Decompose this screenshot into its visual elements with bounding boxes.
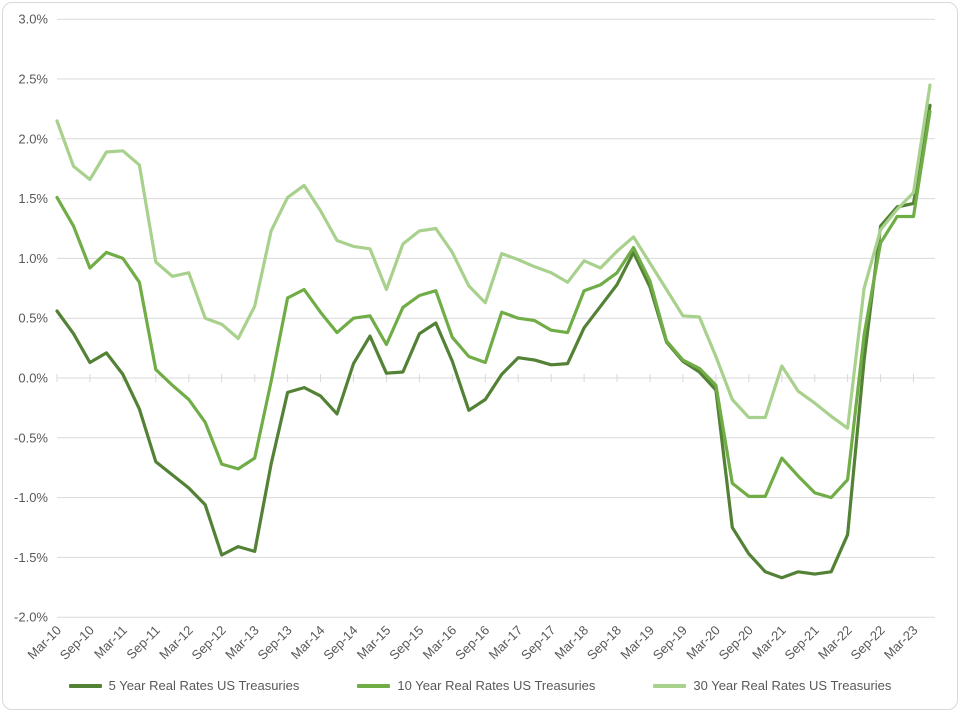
x-axis-label: Sep-11 (123, 623, 163, 663)
x-axis-label: Mar-13 (222, 623, 262, 663)
y-axis-label: -0.5% (14, 430, 48, 445)
x-axis-label: Sep-19 (650, 623, 690, 663)
legend-label-10yr: 10 Year Real Rates US Treasuries (397, 678, 596, 693)
x-axis-label: Sep-10 (57, 623, 97, 663)
y-axis-label: 1.5% (18, 191, 48, 206)
y-axis-label: 1.0% (18, 251, 48, 266)
legend-item-10yr: 10 Year Real Rates US Treasuries (357, 678, 595, 693)
x-axis-label: Mar-20 (683, 623, 723, 663)
x-axis-label: Mar-11 (91, 623, 130, 662)
legend: 5 Year Real Rates US Treasuries 10 Year … (0, 678, 960, 693)
x-axis-label: Mar-17 (486, 623, 526, 663)
legend-item-5yr: 5 Year Real Rates US Treasuries (68, 678, 300, 693)
y-axis-label: 0.5% (18, 311, 48, 326)
y-axis-label: 2.0% (18, 131, 48, 146)
x-axis-label: Sep-13 (254, 623, 294, 663)
x-axis-label: Mar-22 (815, 623, 855, 663)
x-axis-label: Sep-12 (189, 623, 229, 663)
x-axis-label: Sep-22 (847, 623, 887, 663)
x-axis-label: Sep-17 (518, 623, 558, 663)
gridlines-group (57, 18, 935, 618)
x-axis-label: Sep-15 (386, 623, 426, 663)
y-axis-label: 0.0% (18, 371, 48, 386)
series-line-5yr (55, 103, 932, 580)
y-axis-label: 2.5% (18, 72, 48, 87)
legend-label-30yr: 30 Year Real Rates US Treasuries (693, 678, 892, 693)
legend-label-5yr: 5 Year Real Rates US Treasuries (108, 678, 300, 693)
y-axis-labels-group: 3.0% 2.5% 2.0% 1.5% 1.0% 0.5% 0.0% -0.5% -1.0% -1… (14, 12, 48, 625)
x-axis-label: Mar-14 (288, 623, 328, 663)
legend-swatch-10yr (357, 683, 391, 688)
y-axis-label: -2.0% (14, 610, 48, 625)
legend-swatch-30yr (653, 683, 687, 688)
x-axis-label: Mar-23 (881, 623, 921, 663)
x-axis-label: Sep-21 (782, 623, 822, 663)
x-axis-label: Mar-10 (24, 623, 64, 663)
y-axis-label: -1.5% (14, 550, 48, 565)
series-line-10yr (55, 109, 932, 500)
x-axis-label: Sep-20 (716, 623, 756, 663)
x-axis-labels-group: Mar-10Sep-10Mar-11Sep-11Mar-12Sep-12Mar-… (24, 623, 920, 663)
x-axis-label: Sep-14 (320, 623, 360, 663)
y-axis-label: -1.0% (14, 490, 48, 505)
x-axis-label: Mar-15 (354, 623, 394, 663)
x-axis-label: Mar-18 (551, 623, 591, 663)
series-line-30yr (55, 83, 932, 430)
plot-area: 3.0% 2.5% 2.0% 1.5% 1.0% 0.5% 0.0% -0.5% -1.0% -1… (14, 12, 935, 663)
legend-swatch-5yr (68, 683, 102, 688)
x-axis-ticks-group (56, 374, 914, 382)
legend-item-30yr: 30 Year Real Rates US Treasuries (653, 678, 891, 693)
x-axis-label: Sep-18 (584, 623, 624, 663)
x-axis-label: Mar-12 (156, 623, 196, 663)
x-axis-label: Mar-21 (749, 623, 789, 663)
series-lines-group (55, 83, 932, 580)
x-axis-label: Sep-16 (452, 623, 492, 663)
x-axis-label: Mar-19 (617, 623, 657, 663)
x-axis-label: Mar-16 (420, 623, 460, 663)
y-axis-label: 3.0% (18, 12, 48, 27)
